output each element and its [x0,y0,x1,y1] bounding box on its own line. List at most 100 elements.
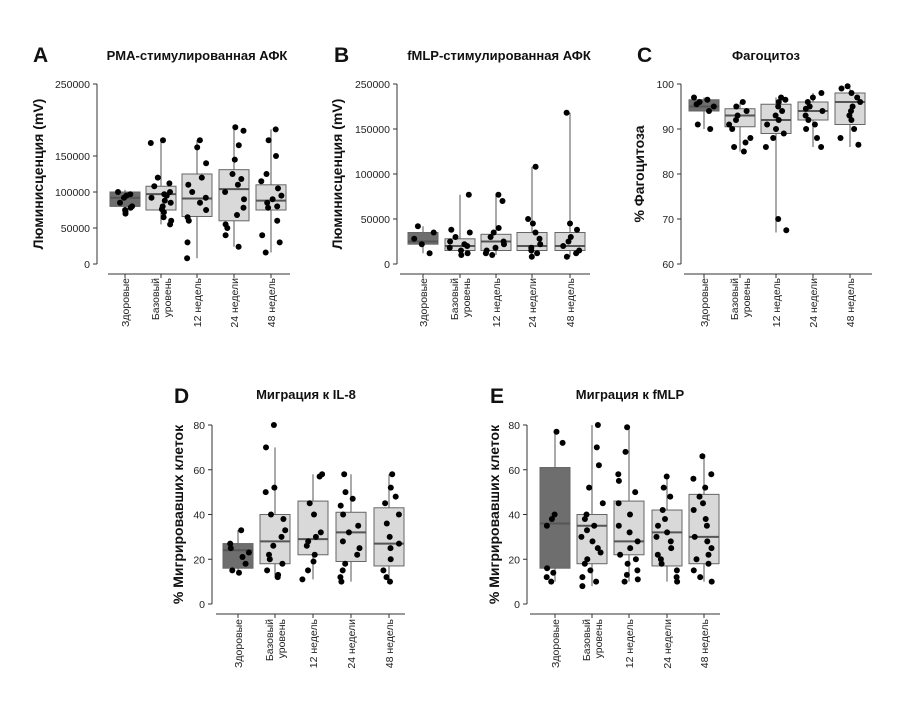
data-point [819,108,826,114]
data-point [490,229,497,236]
data-point [198,174,205,181]
data-point [240,204,247,211]
data-point [305,567,311,574]
data-point [464,250,471,257]
category-label: Базовый [729,278,741,320]
y-tick-label: 20 [193,554,205,566]
data-point [482,250,489,257]
data-point [694,121,701,128]
data-point [567,220,573,227]
data-point [668,545,675,552]
category-label: 12 недель [491,277,503,327]
y-axis-label: Люминисценция (mV) [329,99,345,250]
y-tick-label: 250000 [55,79,90,91]
data-point [339,538,346,545]
category-label: 24 недели [527,278,539,328]
data-point [231,156,238,163]
data-point [386,533,393,540]
data-point [733,117,739,123]
data-point [593,578,600,585]
data-point [160,137,166,144]
data-point [708,545,715,552]
data-point [262,489,269,496]
data-point [537,241,544,248]
data-point [224,225,231,231]
category-label: Базовый [449,278,461,320]
data-point [581,560,588,567]
x-tick-label: Базовый уровень [729,277,753,320]
data-point [264,199,271,206]
data-point [699,453,706,460]
data-point [690,475,697,482]
data-point [495,225,502,231]
x-tick-label: Базовый уровень [581,618,605,661]
data-point [837,135,844,141]
data-point [775,117,782,123]
y-tick-label: 100000 [355,169,390,181]
data-point [634,567,641,574]
data-point [263,171,270,177]
data-point [848,108,854,114]
category-label: 24 недели [229,278,241,328]
data-point [234,181,241,188]
data-point [747,135,754,141]
data-point [382,500,389,507]
data-point [563,253,570,260]
data-point [229,171,236,177]
data-point [563,109,570,116]
data-point [632,556,639,563]
category-label: 12 недель [624,618,636,668]
x-tick-label: Базовый уровень [264,618,288,661]
data-point [673,574,680,581]
x-tick-label: 48 недель [384,618,396,668]
data-point [762,144,769,150]
data-point [544,565,551,572]
data-point [615,477,622,484]
y-tick-label: 100 [656,79,674,91]
data-point [184,239,191,246]
data-point [854,94,861,101]
data-point [222,232,229,239]
data-point [337,574,344,581]
chart-title: Миграция к fMLP [576,387,685,402]
data-point [380,567,387,574]
data-point [310,558,317,565]
data-point [706,108,712,114]
data-point [624,560,631,567]
data-point [303,542,310,549]
box-iqr [218,169,250,222]
x-tick-label: 24 недели [808,278,820,328]
data-point [691,533,698,540]
data-point [583,511,590,518]
data-point [623,571,630,578]
data-point [802,105,809,112]
data-point [844,83,851,90]
data-point [197,199,203,206]
data-point [274,203,281,210]
data-point [593,444,600,451]
data-point [161,197,168,204]
data-point [624,424,631,431]
data-point [704,96,711,103]
data-point [731,144,738,150]
data-point [383,520,390,527]
data-point [657,556,664,563]
data-point [663,473,670,480]
y-tick-label: 100000 [55,187,90,199]
data-point [185,217,192,224]
data-point [770,135,777,141]
data-point [185,181,192,188]
data-point [710,103,717,110]
data-point [803,126,810,132]
data-point [579,574,586,581]
data-point [809,94,816,101]
data-point [448,226,455,233]
data-point [273,153,279,159]
category-label: уровень [276,618,288,658]
data-point [783,227,790,234]
data-point [245,549,252,556]
data-point [662,516,668,522]
data-point [356,545,363,552]
data-point [775,99,782,105]
data-point [708,578,715,585]
